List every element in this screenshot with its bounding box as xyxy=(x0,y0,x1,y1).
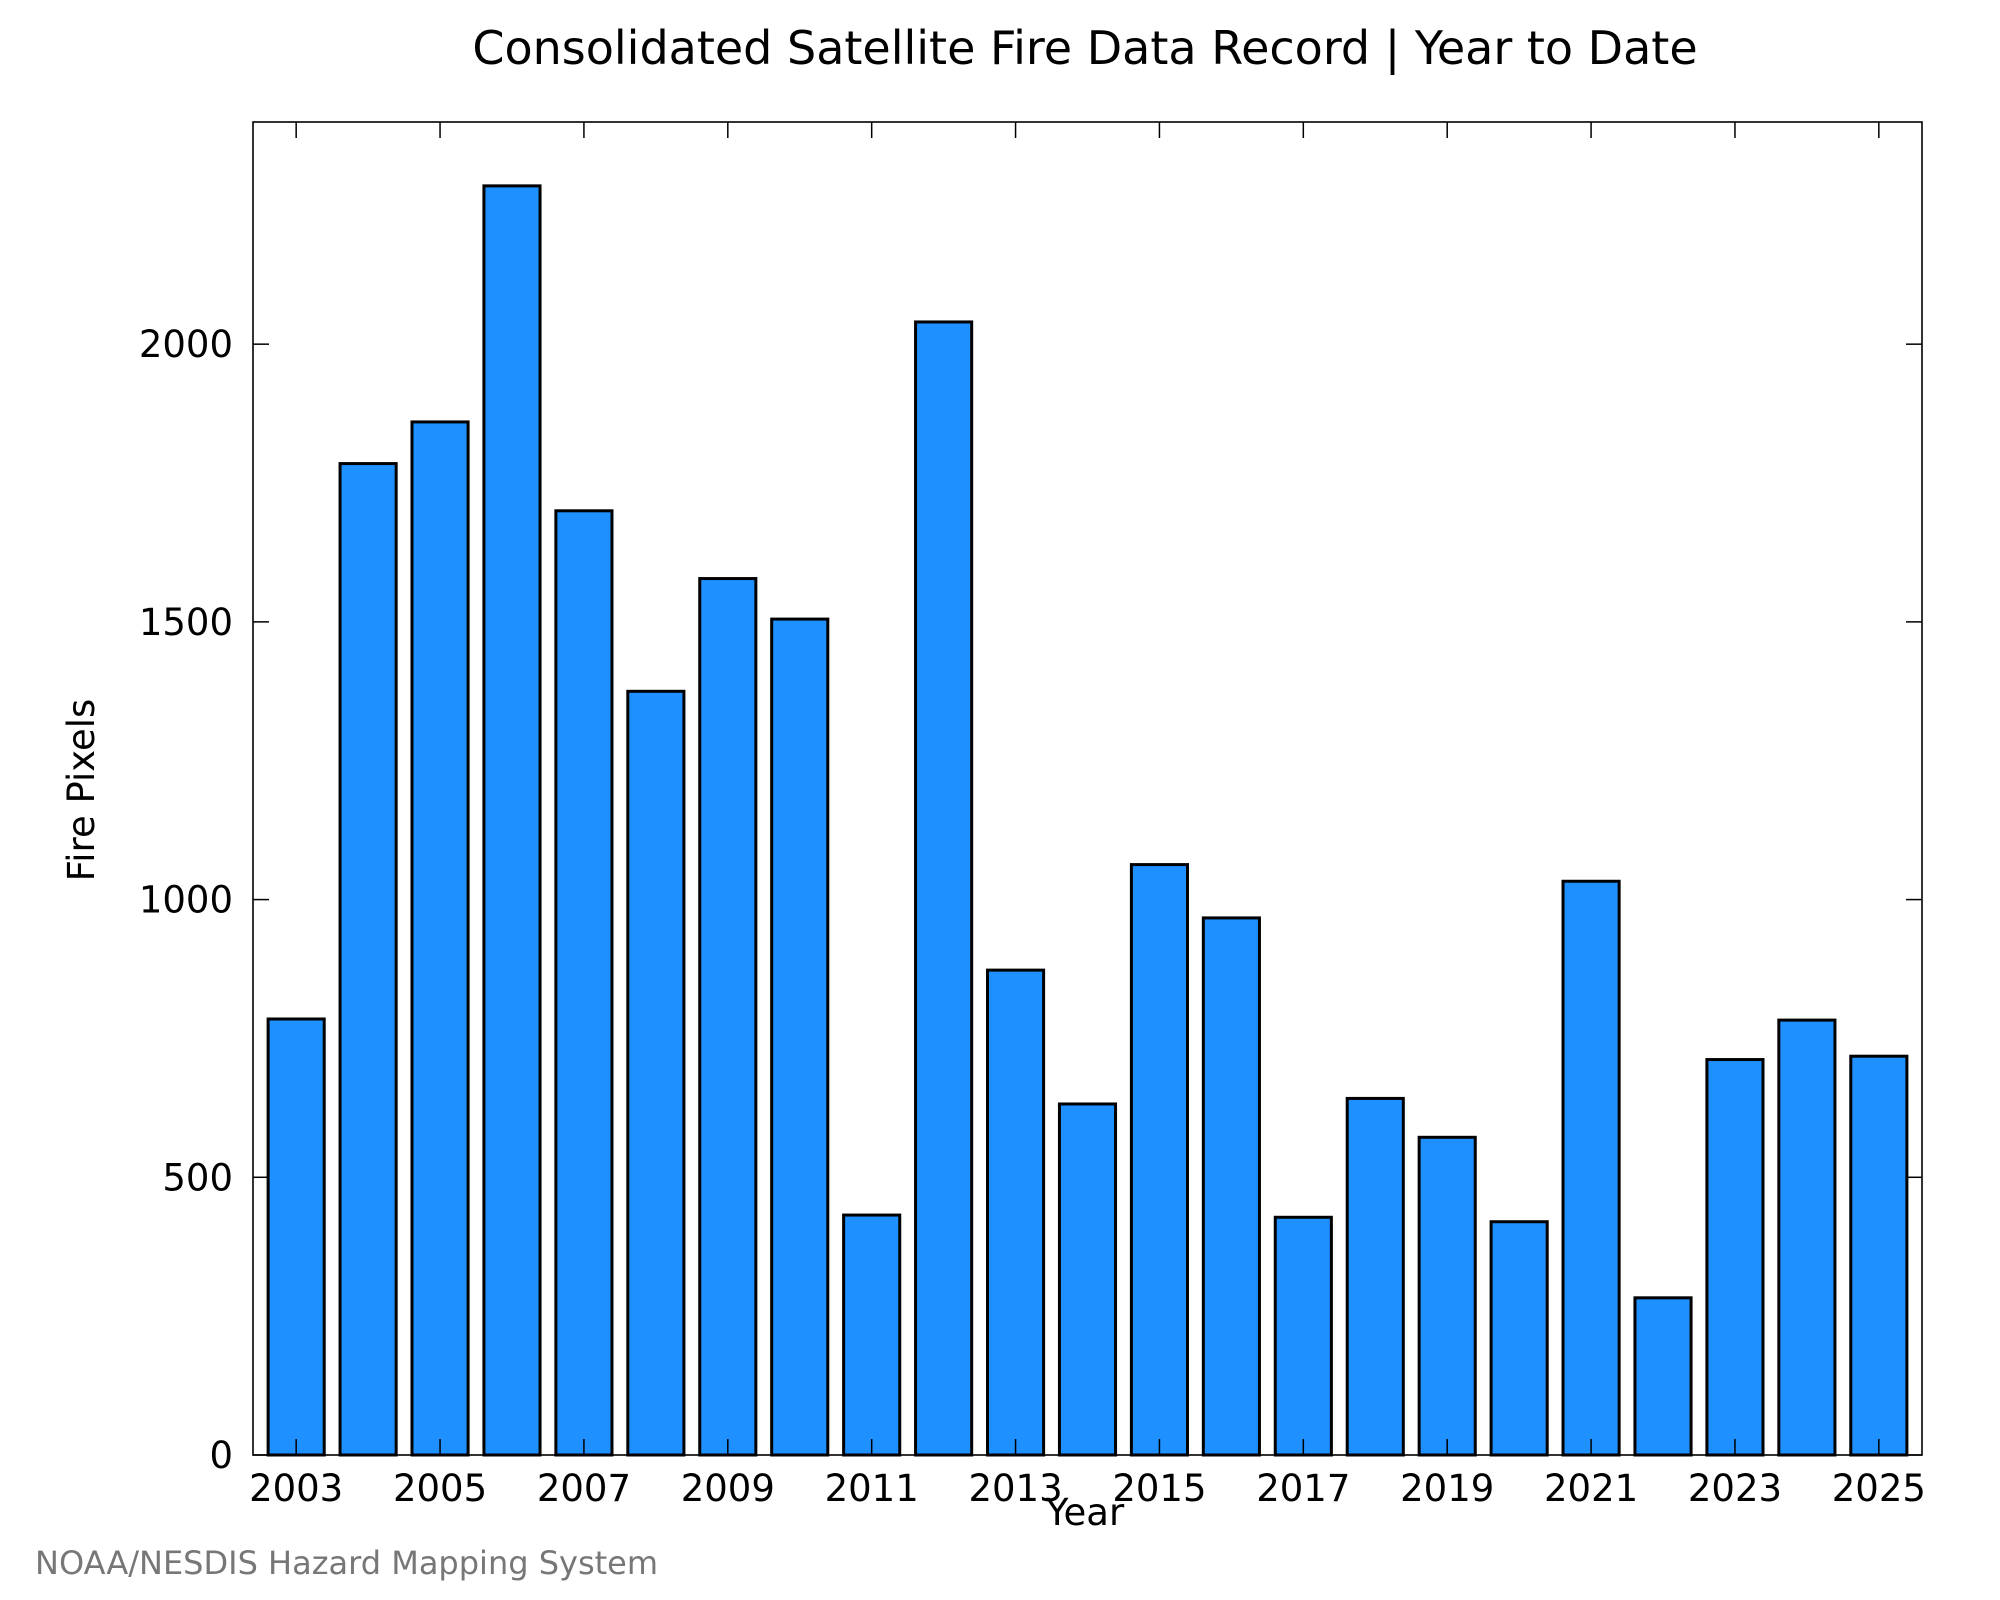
y-tick-label-0: 0 xyxy=(209,1434,233,1477)
bar-2018 xyxy=(1345,1096,1405,1457)
y-tick-label-500: 500 xyxy=(162,1156,233,1199)
y-tick-label-1000: 1000 xyxy=(139,879,233,922)
y-tick-label-1500: 1500 xyxy=(139,601,233,644)
bar-2016 xyxy=(1201,916,1261,1457)
x-tick-label-2005: 2005 xyxy=(393,1467,487,1510)
x-tick-label-2025: 2025 xyxy=(1832,1467,1926,1510)
bar-2010 xyxy=(770,617,830,1457)
bar-2009 xyxy=(698,577,758,1457)
bar-2012 xyxy=(914,320,974,1457)
bar-2025 xyxy=(1849,1054,1909,1457)
y-axis-title: Fire Pixels xyxy=(60,699,103,882)
bar-2011 xyxy=(842,1213,902,1457)
bar-2005 xyxy=(410,420,470,1457)
y-tick-label-2000: 2000 xyxy=(139,323,233,366)
bar-2003 xyxy=(266,1017,326,1457)
x-tick-label-2017: 2017 xyxy=(1256,1467,1350,1510)
bar-2019 xyxy=(1417,1135,1477,1457)
x-tick-label-2015: 2015 xyxy=(1112,1467,1206,1510)
x-tick-label-2011: 2011 xyxy=(825,1467,919,1510)
bar-2008 xyxy=(626,689,686,1457)
footer-credit: NOAA/NESDIS Hazard Mapping System xyxy=(35,1544,658,1582)
bar-2004 xyxy=(338,462,398,1457)
bar-2024 xyxy=(1777,1018,1837,1457)
bar-2006 xyxy=(482,184,542,1457)
x-tick-label-2023: 2023 xyxy=(1688,1467,1782,1510)
x-tick-label-2019: 2019 xyxy=(1400,1467,1494,1510)
bar-2023 xyxy=(1705,1058,1765,1457)
bar-2007 xyxy=(554,509,614,1457)
bar-2020 xyxy=(1489,1220,1549,1457)
bar-2022 xyxy=(1633,1296,1693,1457)
plot-area: 2003 2005 2007 2009 2011 2013 2015 2017 2019 2021… xyxy=(139,121,1926,1510)
x-axis-title: Year xyxy=(1045,1491,1125,1534)
x-tick-label-2013: 2013 xyxy=(968,1467,1062,1510)
bar-2014 xyxy=(1057,1102,1118,1457)
x-tick-label-2003: 2003 xyxy=(249,1467,343,1510)
bar-2017 xyxy=(1273,1215,1333,1457)
x-tick-label-2007: 2007 xyxy=(537,1467,631,1510)
x-tick-label-2021: 2021 xyxy=(1544,1467,1638,1510)
chart-title: Consolidated Satellite Fire Data Record … xyxy=(472,21,1697,76)
bar-2015 xyxy=(1129,863,1189,1457)
bar-2013 xyxy=(986,968,1046,1457)
x-tick-label-2009: 2009 xyxy=(681,1467,775,1510)
bar-2021 xyxy=(1561,879,1621,1457)
